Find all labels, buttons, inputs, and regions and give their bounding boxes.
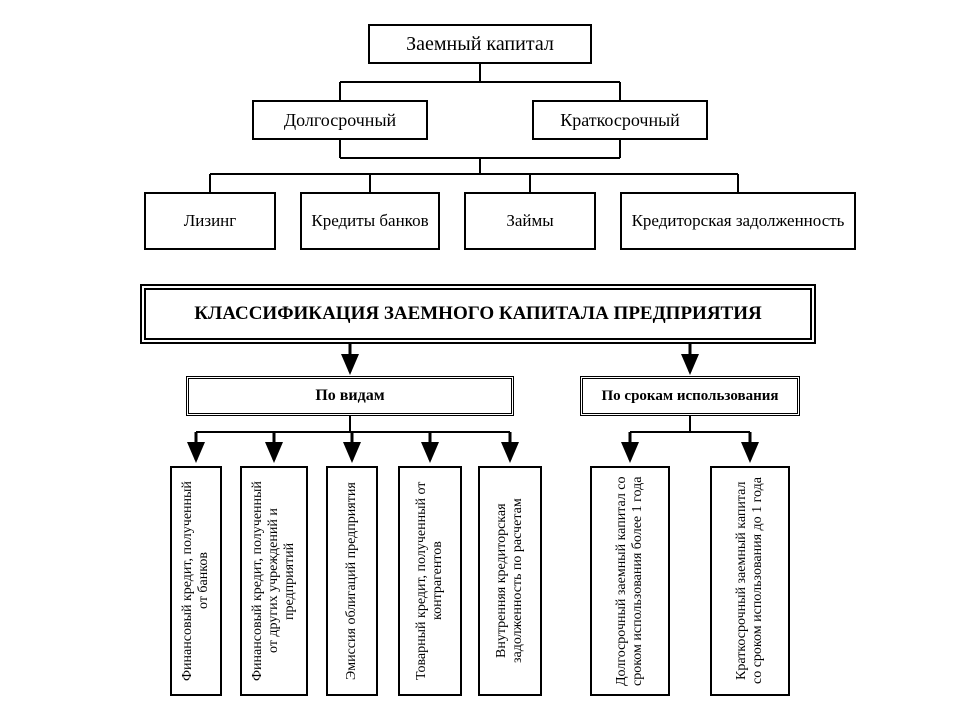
category-by-term-label: По срокам использования (602, 388, 779, 405)
classification-title-label: КЛАССИФИКАЦИЯ ЗАЕМНОГО КАПИТАЛА ПРЕДПРИЯ… (194, 303, 761, 326)
category-by-type-label: По видам (315, 387, 384, 405)
classification-title: КЛАССИФИКАЦИЯ ЗАЕМНОГО КАПИТАЛА ПРЕДПРИЯ… (140, 284, 816, 344)
vnode-long-term-capital: Долгосрочный заемный капитал со сроком и… (590, 466, 670, 696)
vnode-trade-credit: Товарный кредит, полученный от контраген… (398, 466, 462, 696)
vnode-internal-payables-label: Внутренняя кредиторская задолженность по… (494, 476, 526, 686)
vnode-bond-emission: Эмиссия облигаций предприятия (326, 466, 378, 696)
node-bank-credits-label: Кредиты банков (311, 211, 428, 231)
vnode-fin-credit-banks: Финансовый кредит, полученный от банков (170, 466, 222, 696)
category-by-type: По видам (186, 376, 514, 416)
vnode-short-term-capital: Краткосрочный заемный капитал со сроком … (710, 466, 790, 696)
vnode-internal-payables: Внутренняя кредиторская задолженность по… (478, 466, 542, 696)
node-long-term: Долгосрочный (252, 100, 428, 140)
node-bank-credits: Кредиты банков (300, 192, 440, 250)
vnode-trade-credit-label: Товарный кредит, полученный от контраген… (414, 476, 446, 686)
vnode-fin-credit-banks-label: Финансовый кредит, полученный от банков (180, 476, 212, 686)
node-long-term-label: Долгосрочный (284, 110, 396, 131)
vnode-fin-credit-other: Финансовый кредит, полученный от других … (240, 466, 308, 696)
vnode-long-term-capital-label: Долгосрочный заемный капитал со сроком и… (614, 476, 646, 686)
node-root: Заемный капитал (368, 24, 592, 64)
vnode-fin-credit-other-label: Финансовый кредит, полученный от других … (250, 476, 298, 686)
node-payables-label: Кредиторская задолженность (632, 211, 845, 231)
category-by-term: По срокам использования (580, 376, 800, 416)
vnode-short-term-capital-label: Краткосрочный заемный капитал со сроком … (734, 476, 766, 686)
node-root-label: Заемный капитал (406, 33, 554, 56)
node-loans: Займы (464, 192, 596, 250)
node-leasing-label: Лизинг (184, 211, 237, 231)
node-short-term-label: Краткосрочный (560, 110, 680, 131)
vnode-bond-emission-label: Эмиссия облигаций предприятия (344, 482, 360, 680)
node-short-term: Краткосрочный (532, 100, 708, 140)
node-payables: Кредиторская задолженность (620, 192, 856, 250)
node-leasing: Лизинг (144, 192, 276, 250)
node-loans-label: Займы (506, 211, 553, 231)
